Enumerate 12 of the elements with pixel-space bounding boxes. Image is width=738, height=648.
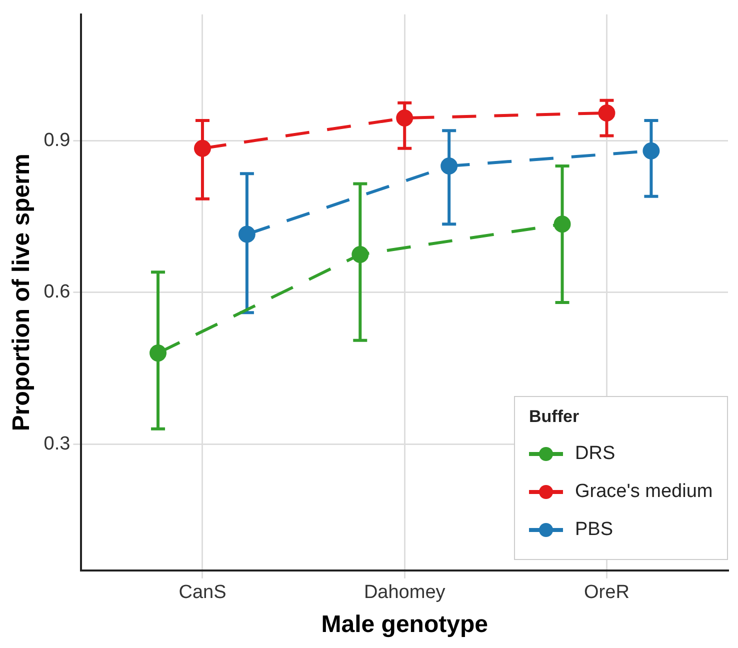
x-tick-label: CanS [178,582,226,604]
x-axis-title: Male genotype [321,611,488,638]
y-tick-label: 0.6 [44,282,70,303]
legend-label: DRS [575,443,616,466]
legend-label: Grace's medium [575,481,713,504]
legend-label: PBS [575,519,614,542]
y-tick-label: 0.3 [44,433,70,454]
x-tick-label: OreR [584,582,630,604]
y-axis-title: Proportion of live sperm [8,154,36,432]
legend-title: Buffer [529,407,580,428]
x-tick-label: Dahomey [364,582,446,604]
y-tick-label: 0.9 [44,130,70,151]
